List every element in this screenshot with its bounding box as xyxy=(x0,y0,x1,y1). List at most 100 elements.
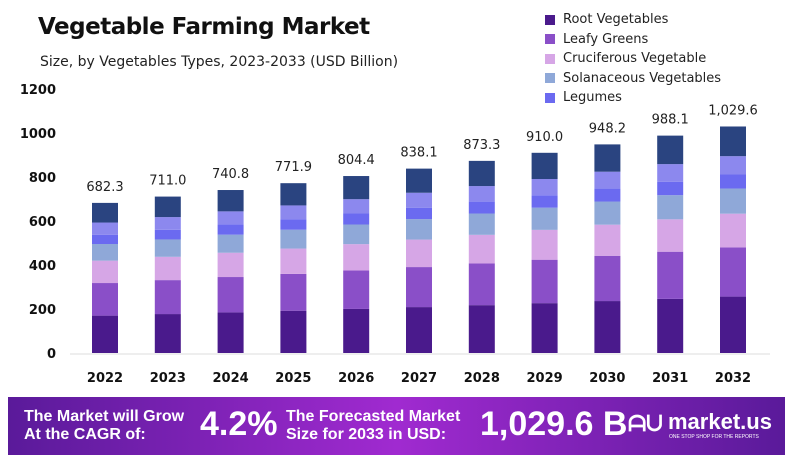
y-tick-label: 1000 xyxy=(20,127,56,142)
bar-segment xyxy=(594,224,621,256)
bar-segment xyxy=(720,156,746,175)
bar-segment xyxy=(217,234,244,253)
brand-name: market.us xyxy=(668,409,772,434)
y-tick-label: 400 xyxy=(29,259,56,274)
bar-segment xyxy=(657,135,684,165)
x-tick-label: 2031 xyxy=(652,371,688,386)
bar-segment xyxy=(217,211,244,225)
bar-segment xyxy=(468,305,495,353)
bar-segment xyxy=(531,259,558,304)
bar-segment xyxy=(594,301,621,353)
bar-total-label: 1,029.6 xyxy=(708,103,758,118)
legend-swatch xyxy=(545,73,555,84)
bar-segment xyxy=(406,168,432,193)
bar-total-label: 948.2 xyxy=(589,121,626,136)
bar-segment xyxy=(280,310,307,353)
x-tick-label: 2026 xyxy=(338,371,374,386)
bar-segment xyxy=(720,174,746,189)
bar-segment xyxy=(92,283,118,316)
forecast-value: 1,029.6 B xyxy=(480,405,628,443)
bar-segment xyxy=(343,270,370,309)
bar-segment xyxy=(280,219,307,230)
brand-logo-icon: ᗩᑌ xyxy=(628,411,663,436)
y-tick-label: 800 xyxy=(29,171,56,186)
bar-segment xyxy=(657,195,684,220)
x-tick-label: 2029 xyxy=(527,371,563,386)
bar-segment xyxy=(92,244,118,261)
bar-segment xyxy=(594,144,621,172)
brand-tagline: ONE STOP SHOP FOR THE REPORTS xyxy=(669,434,759,440)
bar-segment xyxy=(154,196,181,218)
bar-segment xyxy=(280,205,307,220)
x-tick-label: 2022 xyxy=(87,371,123,386)
bar-segment xyxy=(531,229,558,260)
bar-segment xyxy=(657,298,684,353)
bar-segment xyxy=(720,247,746,297)
bar-total-label: 838.1 xyxy=(400,146,437,161)
bar-segment xyxy=(406,207,432,220)
bar-segment xyxy=(92,202,118,223)
bar-segment xyxy=(720,188,746,214)
bar-segment xyxy=(154,314,181,353)
bar-segment xyxy=(217,252,244,278)
bar-segment xyxy=(92,315,118,353)
bar-segment xyxy=(531,179,558,196)
bar-segment xyxy=(280,229,307,249)
bar-segment xyxy=(92,234,118,245)
bar-segment xyxy=(657,219,684,252)
bar-segment xyxy=(280,273,307,311)
bar-segment xyxy=(468,234,495,264)
bar-total-label: 711.0 xyxy=(149,174,186,189)
bar-total-label: 804.4 xyxy=(338,153,375,168)
x-tick-label: 2028 xyxy=(464,371,500,386)
bar-segment xyxy=(217,190,244,212)
y-tick-label: 1200 xyxy=(20,83,56,98)
x-tick-label: 2025 xyxy=(275,371,311,386)
bar-segment xyxy=(406,239,432,268)
legend-item: Leafy Greens xyxy=(545,30,721,50)
legend-swatch xyxy=(545,34,555,45)
bar-total-label: 682.3 xyxy=(86,180,123,195)
bar-segment xyxy=(531,152,558,180)
bar-total-label: 740.8 xyxy=(212,167,249,182)
bar-segment xyxy=(343,308,370,353)
bar-segment xyxy=(720,296,746,353)
legend-label: Solanaceous Vegetables xyxy=(563,70,722,86)
bar-segment xyxy=(343,224,370,245)
bar-segment xyxy=(343,244,370,271)
legend-label: Leafy Greens xyxy=(563,31,649,47)
x-tick-label: 2023 xyxy=(150,371,186,386)
cagr-value: 4.2% xyxy=(200,405,278,443)
legend-item: Root Vegetables xyxy=(545,10,721,30)
bar-segment xyxy=(531,195,558,208)
bar-segment xyxy=(343,199,370,214)
legend-swatch xyxy=(545,92,555,103)
bar-total-label: 988.1 xyxy=(652,113,689,128)
x-tick-label: 2027 xyxy=(401,371,437,386)
bar-segment xyxy=(217,224,244,235)
bar-segment xyxy=(217,312,244,353)
bar-segment xyxy=(468,186,495,202)
bar-segment xyxy=(594,171,621,189)
bar-segment xyxy=(154,217,181,230)
bar-segment xyxy=(154,256,181,281)
legend-item: Cruciferous Vegetable xyxy=(545,49,721,69)
bar-segment xyxy=(406,267,432,308)
bar-total-label: 910.0 xyxy=(526,130,563,145)
bar-segment xyxy=(154,229,181,240)
bar-segment xyxy=(406,219,432,240)
legend-item: Solanaceous Vegetables xyxy=(545,69,721,89)
bar-segment xyxy=(657,181,684,196)
bar-segment xyxy=(531,303,558,353)
chart-subtitle: Size, by Vegetables Types, 2023-2033 (US… xyxy=(40,54,399,70)
chart-title: Vegetable Farming Market xyxy=(38,14,370,40)
legend-label: Legumes xyxy=(563,90,622,106)
bar-segment xyxy=(594,188,621,202)
bar-segment xyxy=(657,164,684,182)
bar-segment xyxy=(594,201,621,225)
bar-segment xyxy=(594,255,621,302)
legend: Root Vegetables Leafy Greens Cruciferous V… xyxy=(545,10,721,108)
bar-segment xyxy=(343,176,370,200)
bar-segment xyxy=(154,280,181,315)
bar-segment xyxy=(468,263,495,306)
